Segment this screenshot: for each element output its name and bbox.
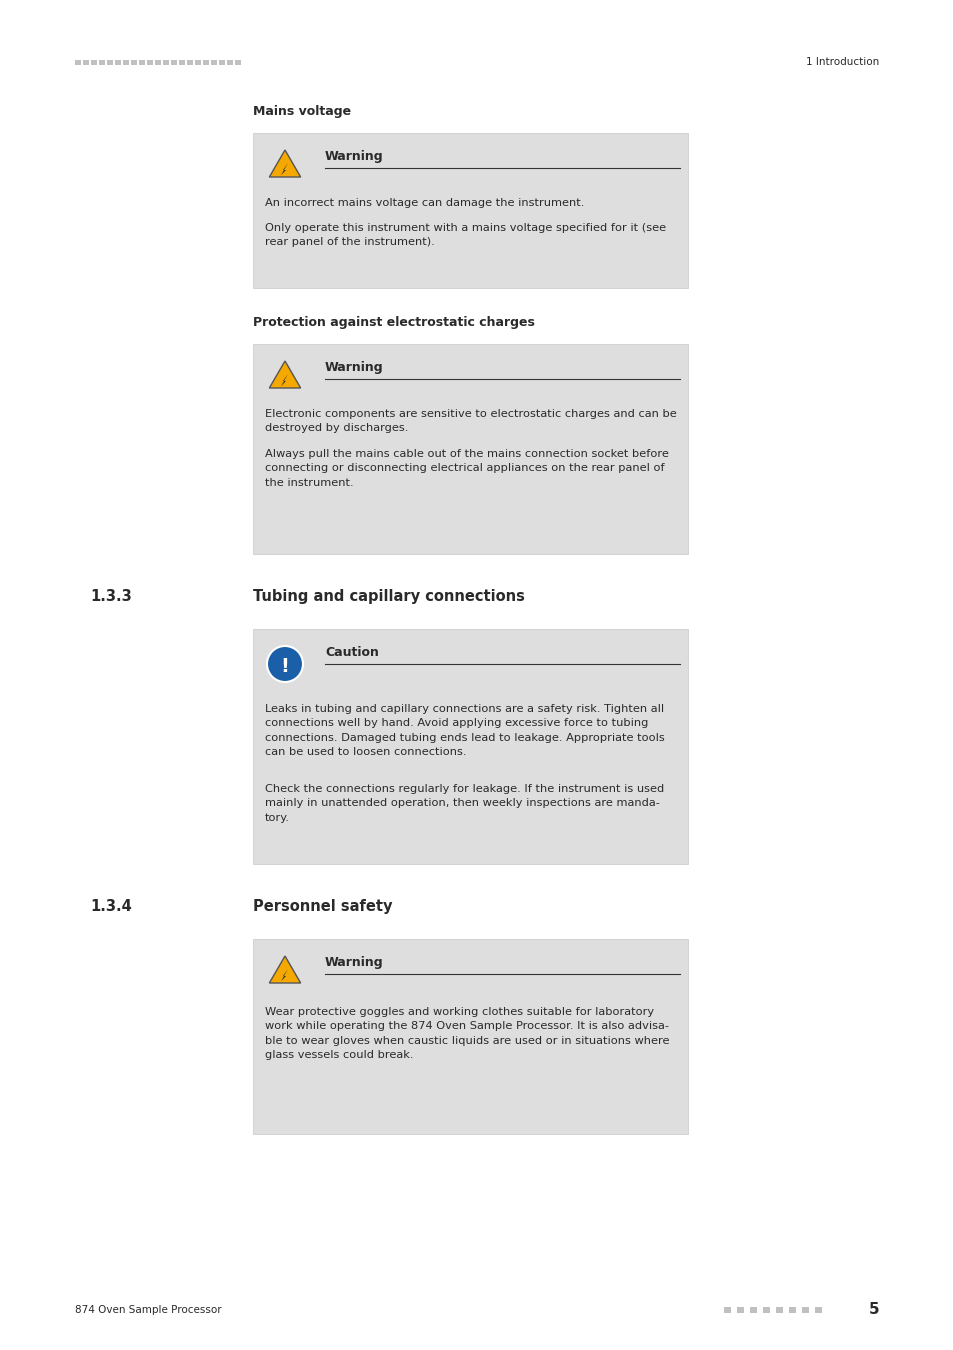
Circle shape	[267, 647, 303, 682]
Bar	[75, 59, 81, 65]
Bar	[171, 59, 177, 65]
Text: Warning: Warning	[325, 360, 383, 374]
Bar	[115, 59, 121, 65]
Bar	[788, 1307, 795, 1314]
Bar	[219, 59, 225, 65]
Text: Protection against electrostatic charges: Protection against electrostatic charges	[253, 316, 535, 329]
Bar	[203, 59, 209, 65]
Bar	[154, 59, 161, 65]
Text: Always pull the mains cable out of the mains connection socket before
connecting: Always pull the mains cable out of the m…	[265, 450, 668, 487]
Bar	[107, 59, 112, 65]
Text: Check the connections regularly for leakage. If the instrument is used
mainly in: Check the connections regularly for leak…	[265, 784, 663, 822]
Text: Mains voltage: Mains voltage	[253, 105, 351, 117]
Bar	[163, 59, 169, 65]
Bar	[814, 1307, 821, 1314]
Text: Warning: Warning	[325, 956, 383, 969]
Bar	[83, 59, 89, 65]
Text: Warning: Warning	[325, 150, 383, 163]
Polygon shape	[281, 969, 288, 981]
Bar	[749, 1307, 757, 1314]
FancyBboxPatch shape	[253, 134, 687, 288]
Bar	[187, 59, 193, 65]
Bar	[179, 59, 185, 65]
Bar	[762, 1307, 769, 1314]
FancyBboxPatch shape	[253, 940, 687, 1134]
Text: An incorrect mains voltage can damage the instrument.: An incorrect mains voltage can damage th…	[265, 198, 584, 208]
Bar	[211, 59, 216, 65]
Polygon shape	[281, 163, 288, 176]
Text: 1 Introduction: 1 Introduction	[805, 57, 878, 68]
Text: Personnel safety: Personnel safety	[253, 899, 392, 914]
Polygon shape	[281, 374, 288, 386]
Text: Wear protective goggles and working clothes suitable for laboratory
work while o: Wear protective goggles and working clot…	[265, 1007, 669, 1060]
Bar	[227, 59, 233, 65]
Polygon shape	[269, 150, 300, 177]
Text: 1.3.3: 1.3.3	[90, 589, 132, 603]
Text: 5: 5	[867, 1303, 878, 1318]
Bar	[131, 59, 137, 65]
Bar	[234, 59, 241, 65]
Polygon shape	[269, 956, 300, 983]
Bar	[775, 1307, 782, 1314]
Text: Only operate this instrument with a mains voltage specified for it (see
rear pan: Only operate this instrument with a main…	[265, 223, 665, 247]
Bar	[99, 59, 105, 65]
Text: 874 Oven Sample Processor: 874 Oven Sample Processor	[75, 1305, 221, 1315]
Text: 1.3.4: 1.3.4	[90, 899, 132, 914]
Bar	[91, 59, 97, 65]
Polygon shape	[269, 360, 300, 387]
Text: Leaks in tubing and capillary connections are a safety risk. Tighten all
connect: Leaks in tubing and capillary connection…	[265, 703, 664, 757]
Text: !: !	[280, 656, 289, 675]
Bar	[723, 1307, 730, 1314]
Text: Caution: Caution	[325, 647, 378, 659]
Bar	[737, 1307, 743, 1314]
Bar	[147, 59, 152, 65]
FancyBboxPatch shape	[253, 344, 687, 554]
Bar	[139, 59, 145, 65]
Text: Tubing and capillary connections: Tubing and capillary connections	[253, 589, 524, 603]
Bar	[123, 59, 129, 65]
FancyBboxPatch shape	[253, 629, 687, 864]
Bar	[801, 1307, 808, 1314]
Bar	[194, 59, 201, 65]
Text: Electronic components are sensitive to electrostatic charges and can be
destroye: Electronic components are sensitive to e…	[265, 409, 676, 433]
